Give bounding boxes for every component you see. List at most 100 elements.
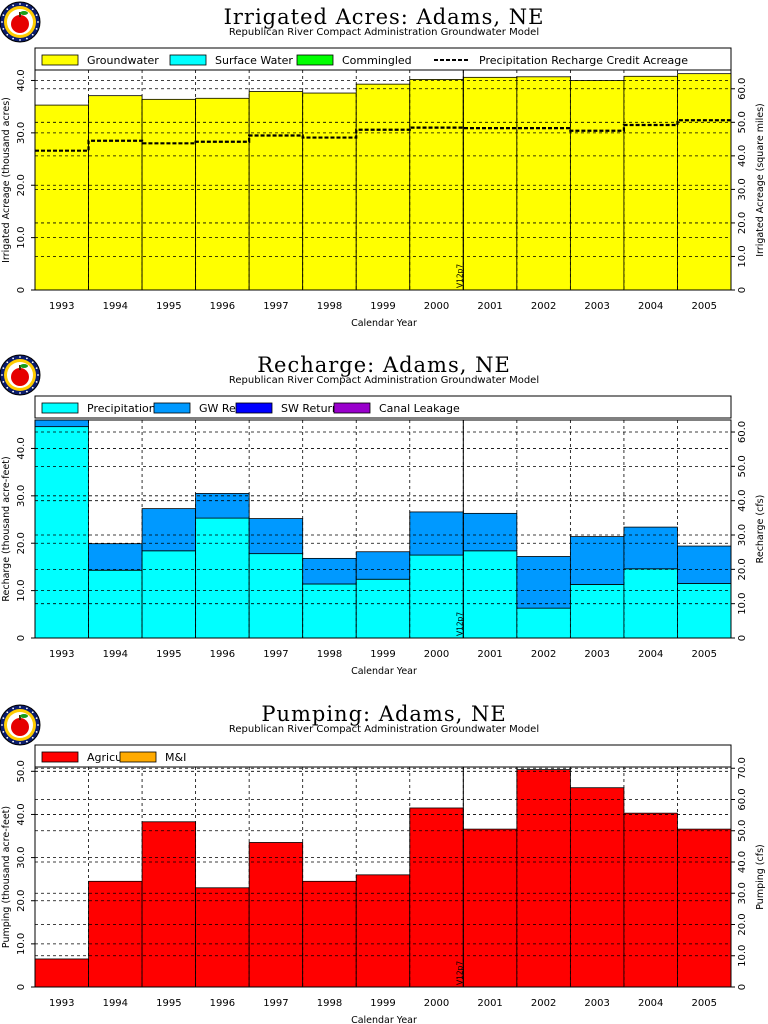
bar-gw-returns [355,551,411,580]
logo-ring-dot [35,367,38,370]
y-tick-label: 30.0 [16,846,27,868]
logo-ring-dot [12,390,15,393]
logo-apple-stem [19,365,21,370]
x-tick-label: 1994 [103,649,128,660]
logo-ring-dot [31,711,34,714]
logo-ring-dot [12,37,15,40]
y-tick-label: 20.0 [16,890,27,912]
logo-ring-dot [19,742,21,744]
y-tick-label: 20.0 [16,174,27,196]
bar-agricultural [569,787,625,988]
logo-ring-dot [19,39,21,41]
chart-subtitle: Republican River Compact Administration … [229,724,539,735]
logo-ring-dot [12,357,15,360]
logo-apple [11,368,29,386]
logo-apple-leaf [20,714,28,718]
y-right-tick-label: 10.0 [737,593,748,615]
logo-ring-dot [25,707,28,710]
logo-ring-dot [19,3,21,5]
model-version-marker: V12p7 [455,612,464,636]
logo-ring-dot [31,361,34,364]
bar-gw-returns [462,512,518,552]
x-tick-label: 1995 [156,998,181,1009]
x-tick-label: 2004 [638,301,663,312]
bar-agricultural [195,887,250,988]
logo-ring-dot [2,380,5,383]
chart-subtitle: Republican River Compact Administration … [229,375,539,386]
bar-precipitation [569,584,625,639]
logo-apple-leaf [20,11,28,15]
y-axis-label: Irrigated Acreage (thousand acres) [1,97,12,263]
x-tick-label: 2002 [531,649,556,660]
x-tick-label: 2005 [692,649,717,660]
y-right-tick-label: 20.0 [737,212,748,234]
y-right-axis-label: Irrigated Acreage (square miles) [755,103,766,257]
logo-ring-dot [2,14,5,17]
bar-agricultural [677,828,732,988]
logo-ring-dot [12,707,15,710]
bar-gw-returns [569,536,625,585]
x-tick-label: 1993 [49,649,74,660]
bar-agricultural [248,842,304,988]
logo-ring-dot [25,4,28,7]
line-precip-recharge-credit [35,119,731,152]
logo-ring-dot [1,724,3,726]
y-right-tick-label: 40.0 [737,851,748,873]
logo-ring-dot [1,21,3,23]
y-right-tick-label: 50.0 [737,111,748,133]
logo-ring-dot [35,27,38,30]
y-tick-label: 30.0 [16,122,27,144]
y-right-tick-label: 20.0 [737,558,748,580]
y-right-tick-label: 10.0 [737,245,748,267]
bar-precipitation [677,583,732,639]
x-tick-label: 2003 [584,301,609,312]
bar-groundwater [248,91,304,291]
x-tick-label: 1999 [370,301,395,312]
y-right-tick-label: 60.0 [737,788,748,810]
legend-swatch [41,751,79,763]
y-right-axis-label: Recharge (cfs) [755,495,766,564]
bar-gw-returns [88,543,143,571]
logo-ring-dot [35,380,38,383]
bar-gw-returns [409,511,464,556]
bar-groundwater [88,95,143,291]
bar-precipitation [302,583,357,639]
y-tick-label: 50.0 [16,760,27,782]
logo-ring-dot [37,724,39,726]
x-tick-label: 1997 [263,649,288,660]
logo-ring-dot [31,8,34,11]
y-right-tick-label: 50.0 [737,455,748,477]
y-tick-label: 0 [16,984,27,990]
y-tick-label: 10.0 [16,933,27,955]
y-right-tick-label: 60.0 [737,421,748,443]
chart-subtitle: Republican River Compact Administration … [229,27,539,38]
x-tick-label: 2002 [531,301,556,312]
bar-gw-returns [195,493,250,519]
legend-label: Precipitation [87,402,156,415]
logo-ring-dot [25,37,28,40]
y-right-tick-label: 20.0 [737,913,748,935]
y-axis-label: Recharge (thousand acre-feet) [1,456,12,601]
y-tick-label: 40.0 [16,437,27,459]
x-tick-label: 2004 [638,649,663,660]
y-tick-label: 20.0 [16,532,27,554]
x-tick-label: 2004 [638,998,663,1009]
legend-box [34,395,732,419]
bar-groundwater [677,73,732,291]
model-version-marker: V12p7 [455,961,464,985]
y-right-tick-label: 40.0 [737,490,748,512]
x-axis-label: Calendar Year [351,318,417,329]
logo-ring-dot [35,717,38,720]
logo-ring-dot [19,392,21,394]
x-axis-label: Calendar Year [351,1015,417,1024]
bar-gw-returns [34,419,89,428]
logo-ring-dot [2,367,5,370]
x-tick-label: 2001 [477,301,502,312]
x-tick-label: 1997 [263,998,288,1009]
bar-agricultural [516,769,571,988]
logo-ring-dot [6,33,9,36]
x-tick-label: 1996 [210,301,235,312]
